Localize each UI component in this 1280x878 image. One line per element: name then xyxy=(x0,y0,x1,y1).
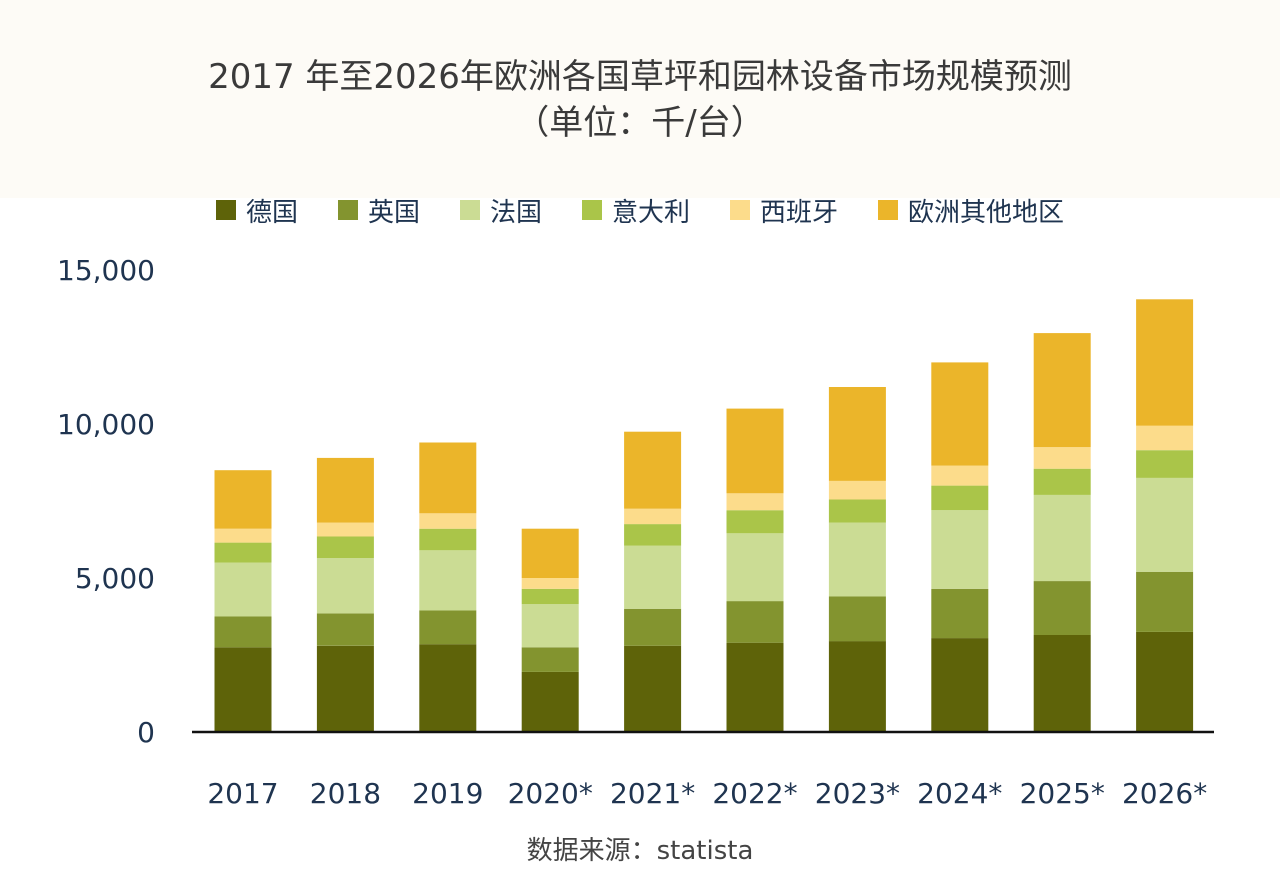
bar-segment xyxy=(828,596,886,642)
bar-segment xyxy=(1136,425,1194,451)
bar-segment xyxy=(419,550,477,611)
legend-swatch xyxy=(582,200,602,220)
legend-label: 意大利 xyxy=(612,197,691,228)
bar-segment xyxy=(726,533,784,602)
x-tick-label: 2017 xyxy=(207,777,278,810)
y-tick-label: 0 xyxy=(137,716,155,749)
bar-segment xyxy=(828,387,886,481)
legend-swatch xyxy=(730,200,751,220)
bar-segment xyxy=(931,510,989,589)
bar-segment xyxy=(1136,571,1194,632)
bar-segment xyxy=(214,647,272,732)
bar-segment xyxy=(214,562,272,617)
bar-segment xyxy=(931,362,989,466)
x-tick-label: 2021* xyxy=(610,777,695,810)
bar-segment xyxy=(1033,447,1091,469)
bar-segment xyxy=(828,641,886,732)
bar-segment xyxy=(1033,635,1091,732)
bar-segment xyxy=(214,616,272,648)
x-tick-label: 2025* xyxy=(1020,777,1105,810)
x-tick-label: 2026* xyxy=(1122,777,1207,810)
bar-segment xyxy=(1136,477,1194,572)
title-band xyxy=(0,0,1280,198)
bar-segment xyxy=(521,578,579,589)
bar-segment xyxy=(316,613,374,646)
x-tick-label: 2020* xyxy=(508,777,593,810)
source-note: 数据来源：statista xyxy=(526,836,754,866)
legend-item: 欧洲其他地区 xyxy=(878,192,1064,229)
bar-segment xyxy=(1136,631,1194,732)
legend: 德国 英国 法国 意大利 西班牙 欧洲其他地区 xyxy=(0,190,1280,230)
bar-segment xyxy=(726,493,784,511)
bar-segment xyxy=(931,588,989,639)
bar-segment xyxy=(624,608,682,646)
y-tick-label: 10,000 xyxy=(57,408,155,441)
chart-title: 2017 年至2026年欧洲各国草坪和园林设备市场规模预测 （单位：千/台） xyxy=(0,54,1280,146)
legend-item: 法国 xyxy=(459,192,542,229)
legend-item: 西班牙 xyxy=(730,192,838,229)
bar-segment xyxy=(316,457,374,523)
legend-swatch xyxy=(215,200,236,220)
y-tick-label: 15,000 xyxy=(57,254,155,287)
legend-swatch xyxy=(878,200,899,220)
legend-label: 德国 xyxy=(245,197,298,228)
chart-title-line2: （单位：千/台） xyxy=(515,103,765,143)
legend-label: 欧洲其他地区 xyxy=(908,197,1065,228)
bar-segment xyxy=(521,528,579,578)
bar-segment xyxy=(521,604,579,648)
x-tick-label: 2024* xyxy=(917,777,1002,810)
bar-segment xyxy=(419,528,477,551)
bar-segment xyxy=(726,642,784,732)
bar-segment xyxy=(316,522,374,537)
bar-segment xyxy=(521,588,579,605)
bar-segment xyxy=(419,442,477,514)
bar-segment xyxy=(726,408,784,494)
bar-segment xyxy=(316,645,374,732)
bar-segment xyxy=(624,645,682,732)
bar-segment xyxy=(931,485,989,511)
x-tick-label: 2019 xyxy=(412,777,483,810)
legend-item: 意大利 xyxy=(582,192,690,229)
bar-segment xyxy=(521,647,579,672)
bar-segment xyxy=(419,610,477,645)
legend-label: 法国 xyxy=(489,197,542,228)
bar-segment xyxy=(316,536,374,558)
x-tick-label: 2018 xyxy=(310,777,381,810)
bar-segment xyxy=(624,431,682,509)
bar-segment xyxy=(214,542,272,563)
bar-segment xyxy=(1033,494,1091,581)
bar-segment xyxy=(419,513,477,529)
bar-segment xyxy=(316,558,374,614)
x-tick-label: 2022* xyxy=(712,777,797,810)
bar-segment xyxy=(624,545,682,609)
bar-segment xyxy=(726,510,784,534)
bar-segment xyxy=(1136,450,1194,478)
y-tick-label: 5,000 xyxy=(75,562,155,595)
bar-segment xyxy=(214,528,272,543)
bar-segment xyxy=(624,508,682,525)
legend-item: 德国 xyxy=(215,192,298,229)
bar-segment xyxy=(931,638,989,732)
bar-segment xyxy=(521,671,579,732)
legend-item: 英国 xyxy=(337,192,420,229)
bar-segment xyxy=(828,499,886,523)
bar-segment xyxy=(1033,468,1091,495)
bar-segment xyxy=(1136,299,1194,426)
bar-segment xyxy=(828,481,886,500)
bar-segment xyxy=(214,470,272,529)
legend-label: 西班牙 xyxy=(760,197,839,228)
legend-label: 英国 xyxy=(367,197,420,228)
x-tick-label: 2023* xyxy=(815,777,900,810)
legend-swatch xyxy=(337,200,358,220)
bar-segment xyxy=(931,465,989,486)
bar-segment xyxy=(1033,581,1091,635)
chart-title-line1: 2017 年至2026年欧洲各国草坪和园林设备市场规模预测 xyxy=(208,57,1072,97)
bar-segment xyxy=(1033,333,1091,448)
legend-swatch xyxy=(459,200,480,220)
bar-segment xyxy=(726,601,784,643)
bar-segment xyxy=(828,522,886,597)
bar-segment xyxy=(624,524,682,546)
bar-segment xyxy=(419,644,477,732)
